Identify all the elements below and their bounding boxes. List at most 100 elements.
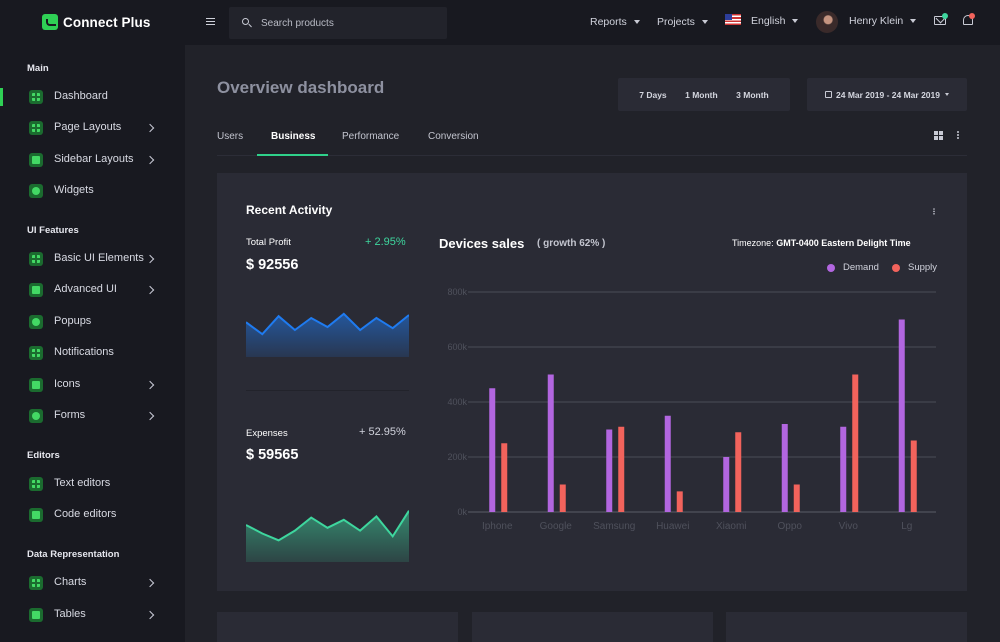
card-menu-icon[interactable]	[933, 208, 935, 210]
chevron-down-icon	[701, 20, 708, 24]
bar-supply-lg[interactable]	[910, 440, 917, 513]
timezone-value: GMT-0400 Eastern Delight Time	[776, 238, 911, 248]
grid-icon	[29, 121, 43, 135]
sidebar-item-page-layouts[interactable]: Page Layouts	[0, 117, 185, 139]
calendar-icon	[825, 91, 833, 98]
bar-supply-samsung[interactable]	[618, 426, 625, 512]
bar-supply-vivo[interactable]	[852, 374, 859, 513]
avatar[interactable]	[816, 11, 838, 33]
sidebar-item-tables[interactable]: Tables	[0, 604, 185, 626]
sidebar-item-sidebar-layouts[interactable]: Sidebar Layouts	[0, 149, 185, 171]
sparkline-line	[246, 312, 409, 336]
search-icon	[242, 18, 249, 25]
tab-conversion[interactable]: Conversion	[428, 131, 479, 142]
chevron-right-icon	[145, 254, 155, 264]
profit-label: Total Profit	[246, 237, 291, 248]
chevron-down-icon	[792, 19, 799, 23]
chevron-right-icon	[145, 578, 155, 588]
sidebar-item-text-editors[interactable]: Text editors	[0, 473, 185, 495]
sidebar-item-label: Basic UI Elements	[54, 252, 144, 264]
bar-demand-google[interactable]	[547, 374, 554, 513]
bar-demand-iphone[interactable]	[489, 388, 496, 512]
sidebar-item-label: Dashboard	[54, 90, 108, 102]
sidebar-item-label: Forms	[54, 409, 86, 421]
sidebar-item-popups[interactable]: Popups	[0, 311, 185, 333]
bar-demand-vivo[interactable]	[840, 426, 847, 512]
tab-users[interactable]: Users	[217, 131, 244, 142]
date-range-picker[interactable]: 24 Mar 2019 - 24 Mar 2019	[807, 78, 967, 111]
language-label: English	[751, 15, 786, 27]
form-icon	[29, 409, 43, 423]
reports-dropdown[interactable]: Reports	[590, 16, 640, 28]
range-1-month[interactable]: 1 Month	[685, 89, 718, 100]
code-icon	[29, 508, 43, 522]
sidebar-item-notifications[interactable]: Notifications	[0, 342, 185, 364]
x-tick-label: Xiaomi	[716, 521, 747, 532]
grid-view-icon[interactable]	[934, 131, 943, 140]
bar-demand-oppo[interactable]	[781, 424, 788, 512]
y-tick-label: 800k	[447, 287, 467, 297]
bar-supply-google[interactable]	[559, 484, 566, 513]
sidebar-item-label: Charts	[54, 576, 87, 588]
expenses-label: Expenses	[246, 428, 288, 439]
sidebar: Connect Plus Main Dashboard Page Layouts Si…	[0, 0, 185, 642]
bar-demand-samsung[interactable]	[606, 429, 613, 513]
page-title: Overview dashboard	[217, 78, 385, 97]
bell-icon[interactable]	[963, 15, 973, 25]
range-selector: 7 Days 1 Month 3 Month	[618, 78, 790, 111]
range-3-month[interactable]: 3 Month	[736, 89, 769, 100]
chevron-right-icon	[145, 123, 155, 133]
user-dropdown[interactable]: Henry Klein	[849, 15, 917, 27]
chevron-right-icon	[145, 285, 155, 295]
brand-logo-icon	[42, 14, 58, 30]
bar-supply-iphone[interactable]	[501, 443, 508, 512]
sidebar-item-widgets[interactable]: Widgets	[0, 180, 185, 202]
y-tick-label: 200k	[447, 452, 467, 462]
bar-demand-huawei[interactable]	[664, 415, 671, 512]
sidebar-item-label: Icons	[54, 378, 81, 390]
target-icon	[29, 252, 43, 266]
chevron-down-icon	[944, 93, 949, 96]
timezone-label: Timezone:	[732, 238, 774, 248]
brand[interactable]: Connect Plus	[42, 13, 150, 31]
stats-divider	[246, 390, 409, 391]
more-options-icon[interactable]	[957, 131, 959, 133]
chevron-right-icon	[145, 380, 155, 390]
projects-label: Projects	[657, 16, 695, 28]
sidebar-item-advanced-ui[interactable]: Advanced UI	[0, 279, 185, 301]
sidebar-item-forms[interactable]: Forms	[0, 405, 185, 427]
bar-supply-oppo[interactable]	[793, 484, 800, 513]
reports-label: Reports	[590, 16, 627, 28]
language-dropdown[interactable]: English	[751, 15, 799, 27]
sidebar-item-basic-ui-elements[interactable]: Basic UI Elements	[0, 248, 185, 270]
sparkline-area	[246, 313, 409, 357]
bar-demand-xiaomi[interactable]	[723, 457, 730, 512]
notification-badge	[969, 13, 975, 19]
tab-business[interactable]: Business	[271, 131, 316, 142]
devices-sales-chart: 0k 200k 400k 600k 800k Iphone Google Samsung Hua…	[447, 287, 936, 532]
menu-toggle-icon[interactable]	[206, 18, 215, 25]
legend-supply: Supply	[892, 262, 937, 273]
card-title: Recent Activity	[246, 203, 333, 217]
tab-performance[interactable]: Performance	[342, 131, 400, 142]
search-input[interactable]	[261, 15, 441, 31]
sidebar-item-dashboard[interactable]: Dashboard	[0, 86, 185, 108]
bar-demand-lg[interactable]	[898, 319, 905, 513]
bar-supply-xiaomi[interactable]	[735, 432, 742, 512]
y-tick-label: 0k	[457, 507, 467, 517]
bar-supply-huawei[interactable]	[676, 491, 683, 512]
projects-dropdown[interactable]: Projects	[657, 16, 708, 28]
range-7-days[interactable]: 7 Days	[639, 89, 667, 100]
sidebar-item-code-editors[interactable]: Code editors	[0, 504, 185, 526]
sidebar-item-icons[interactable]: Icons	[0, 374, 185, 396]
sidebar-item-charts[interactable]: Charts	[0, 572, 185, 594]
sidebar-item-label: Advanced UI	[54, 283, 117, 295]
mail-icon[interactable]	[934, 16, 946, 25]
nav-section-title: Editors	[27, 450, 60, 461]
nav-section-title: UI Features	[27, 225, 79, 236]
sidebar-item-label: Text editors	[54, 477, 111, 489]
chevron-down-icon	[633, 20, 640, 24]
y-tick-label: 400k	[447, 397, 467, 407]
search-box[interactable]	[229, 7, 447, 39]
monitor-icon	[29, 283, 43, 297]
